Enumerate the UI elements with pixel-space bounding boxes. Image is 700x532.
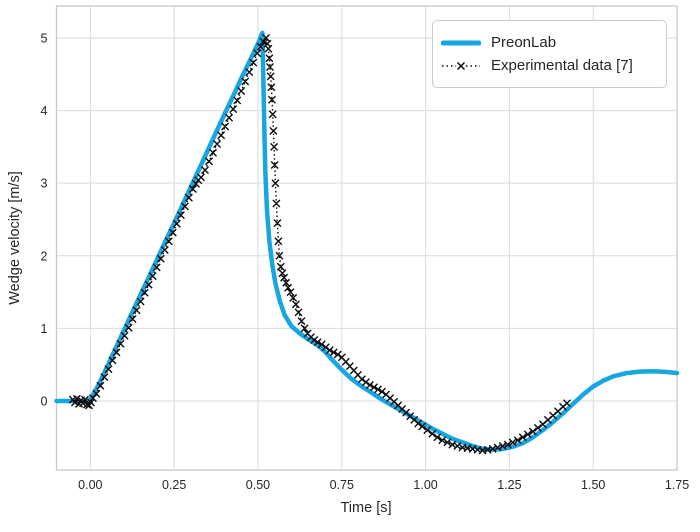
x-tick-label: 1.50 bbox=[581, 478, 605, 492]
plot-border bbox=[55, 5, 678, 471]
y-tick-label: 4 bbox=[41, 104, 48, 118]
x-tick-label: 1.25 bbox=[497, 478, 521, 492]
y-tick-label: 2 bbox=[41, 249, 48, 263]
x-tick-label: 0.00 bbox=[78, 478, 102, 492]
x-axis-label: Time [s] bbox=[340, 500, 392, 516]
legend: PreonLab Experimental data [7] bbox=[432, 20, 667, 88]
legend-entry-preonlab: PreonLab bbox=[441, 34, 656, 51]
x-tick-label: 0.25 bbox=[162, 478, 186, 492]
x-tick-label: 0.75 bbox=[330, 478, 354, 492]
dotted-x-swatch-icon bbox=[442, 61, 480, 70]
experimental-line bbox=[72, 36, 568, 452]
x-tick-label: 1.75 bbox=[665, 478, 689, 492]
legend-label-preonlab: PreonLab bbox=[491, 34, 557, 51]
legend-entry-experimental: Experimental data [7] bbox=[441, 57, 656, 74]
y-tick-label: 5 bbox=[41, 31, 48, 45]
y-tick-label: 0 bbox=[41, 395, 48, 409]
y-axis-label: Wedge velocity [m/s] bbox=[7, 171, 23, 305]
y-tick-label: 3 bbox=[41, 177, 48, 191]
experimental-x-markers bbox=[68, 33, 571, 455]
y-tick-label: 1 bbox=[41, 322, 48, 336]
x-tick-label: 1.00 bbox=[413, 478, 437, 492]
x-tick-label: 0.50 bbox=[246, 478, 270, 492]
legend-label-experimental: Experimental data [7] bbox=[491, 57, 633, 74]
solid-line-swatch-icon bbox=[441, 40, 481, 45]
preonlab-line bbox=[54, 30, 680, 452]
